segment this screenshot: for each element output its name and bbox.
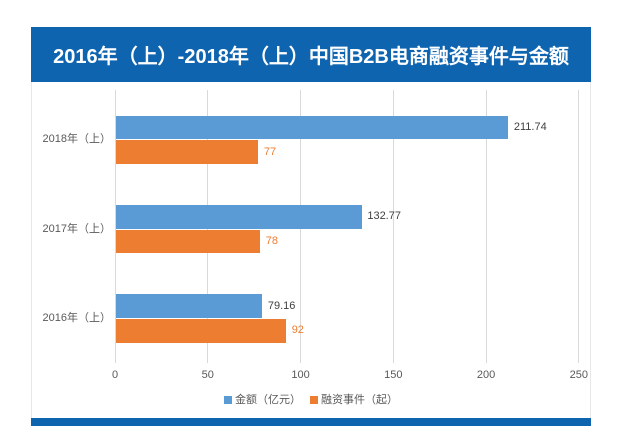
category-label: 2018年（上） [42, 133, 111, 146]
chart-title-bar: 2016年（上）-2018年（上）中国B2B电商融资事件与金额 [31, 27, 591, 82]
bar-amount [115, 204, 362, 229]
bar-events [115, 318, 287, 343]
gridline [114, 90, 116, 363]
legend-item-amount: 金额（亿元） [224, 394, 301, 406]
category-label: 2017年（上） [42, 222, 111, 235]
axis-tick-label: 250 [569, 369, 589, 381]
bar-value-label: 79.16 [267, 299, 296, 312]
legend-label: 融资事件（起） [321, 394, 398, 406]
gridline [485, 90, 487, 363]
bar-events [115, 140, 259, 164]
bar-value-label: 92 [291, 324, 304, 337]
category-label: 2016年（上） [42, 311, 111, 324]
gridline [578, 90, 580, 363]
axis-tick-label: 100 [291, 369, 310, 381]
legend-label: 金额（亿元） [235, 394, 301, 406]
bar-value-label: 211.74 [513, 120, 547, 133]
chart-card: 2016年（上）-2018年（上）中国B2B电商融资事件与金额 2018年（上）… [31, 27, 591, 426]
chart-title: 2016年（上）-2018年（上）中国B2B电商融资事件与金额 [53, 46, 569, 68]
bar-value-label: 77 [263, 145, 277, 158]
bar-value-label: 132.77 [367, 210, 401, 223]
legend-swatch-icon [310, 396, 318, 404]
axis-tick-label: 50 [201, 369, 214, 381]
legend-swatch-icon [224, 396, 232, 404]
axis-tick-label: 200 [476, 369, 496, 381]
bar-amount [115, 115, 509, 140]
bar-amount [115, 294, 263, 318]
legend-item-events: 融资事件（起） [310, 394, 398, 406]
axis-tick-label: 150 [384, 369, 403, 381]
footer-bar [31, 418, 591, 426]
bar-value-label: 78 [265, 234, 278, 247]
gridline [392, 90, 394, 363]
axis-tick-label: 0 [111, 369, 119, 381]
legend: 金额（亿元） 融资事件（起） [32, 394, 590, 406]
bar-events [115, 229, 261, 254]
plot-area: 2018年（上） 211.74 77 2017年（上） 132.77 78 2016年（上）… [31, 82, 591, 418]
